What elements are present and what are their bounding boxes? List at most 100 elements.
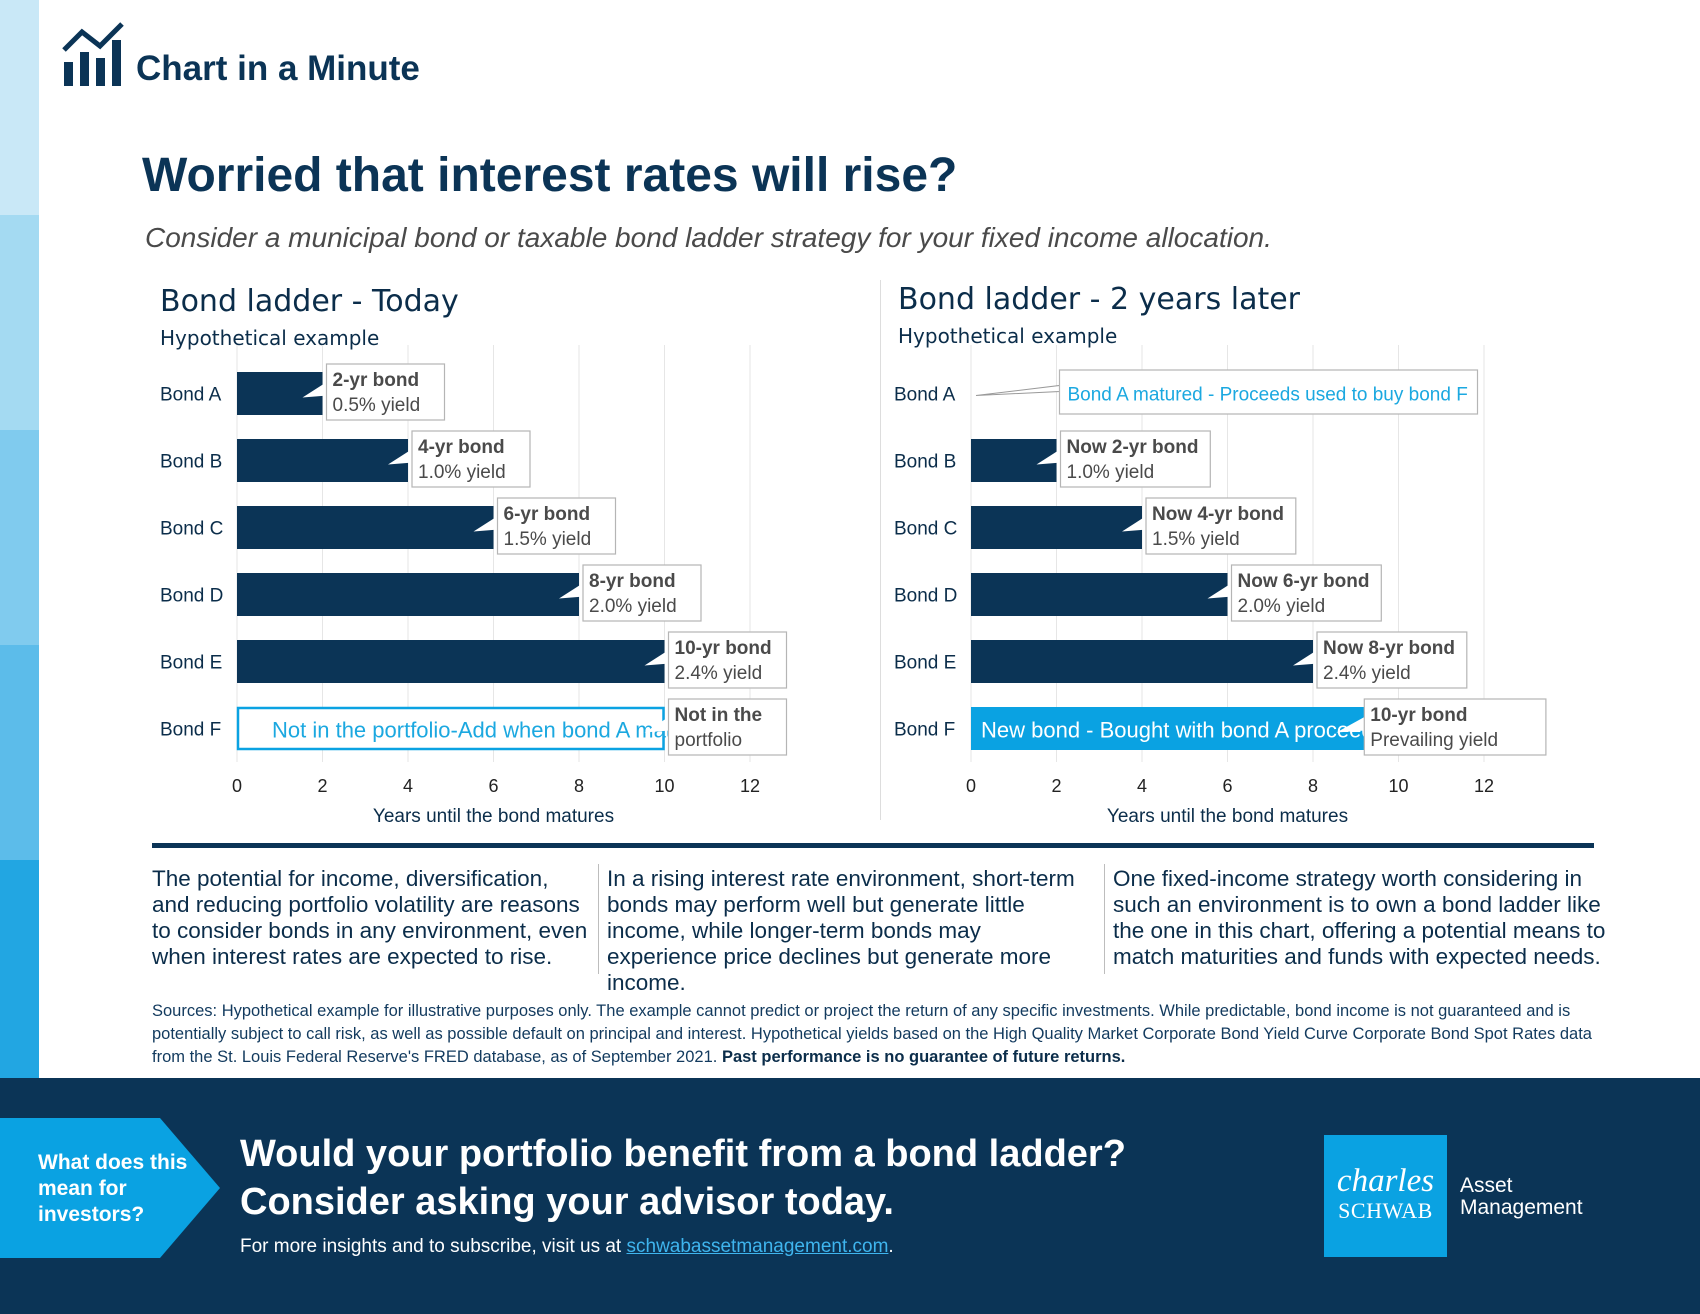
sources-disclaimer: Past performance is no guarantee of futu… bbox=[721, 1048, 1126, 1066]
category-label-bond-a: Bond A bbox=[160, 385, 222, 406]
subscribe-suffix: . bbox=[888, 1236, 894, 1257]
asset-management-label: Asset Management bbox=[1460, 1175, 1583, 1219]
bar-bond-b bbox=[237, 439, 408, 482]
x-tick-label: 8 bbox=[1308, 776, 1318, 796]
sources-note: Sources: Hypothetical example for illust… bbox=[152, 1000, 1602, 1069]
x-tick-label: 2 bbox=[1051, 776, 1061, 796]
x-tick-label: 10 bbox=[654, 776, 674, 796]
category-label-bond-d: Bond D bbox=[160, 586, 223, 607]
callout-pointer bbox=[1336, 716, 1366, 733]
website-link[interactable]: schwabassetmanagement.com bbox=[626, 1236, 889, 1257]
callout-pointer bbox=[1207, 582, 1233, 599]
callout-box bbox=[1059, 430, 1211, 488]
callout-yield: 1.5% yield bbox=[504, 529, 592, 550]
arrow-tab bbox=[0, 1118, 220, 1258]
chart-divider bbox=[880, 280, 881, 820]
decorative-stripe-1 bbox=[0, 0, 39, 215]
logo-charles: charles bbox=[1336, 1163, 1435, 1199]
page-subtitle: Consider a municipal bond or taxable bon… bbox=[145, 222, 1272, 253]
category-label-bond-a: Bond A bbox=[894, 385, 956, 406]
bar-bond-f bbox=[236, 706, 665, 751]
brand-name: Chart in a Minute bbox=[136, 49, 420, 88]
callout-title: 8-yr bond bbox=[589, 571, 676, 592]
callout-title: 6-yr bond bbox=[504, 504, 591, 525]
category-label-bond-e: Bond E bbox=[160, 653, 222, 674]
x-tick-label: 0 bbox=[966, 776, 976, 796]
logo-asset-text: Asset bbox=[1460, 1174, 1513, 1197]
sources-text: Sources: Hypothetical example for illust… bbox=[152, 1002, 1592, 1066]
category-label-bond-c: Bond C bbox=[894, 519, 957, 540]
bar-bond-d bbox=[971, 573, 1228, 616]
callout-pointer bbox=[644, 716, 670, 733]
category-label-bond-f: Bond F bbox=[160, 720, 221, 741]
callout-box bbox=[1363, 698, 1547, 756]
bar-bond-a bbox=[237, 372, 323, 415]
callout-pointer bbox=[559, 582, 584, 599]
callout-pointer bbox=[302, 381, 328, 398]
x-tick-label: 2 bbox=[317, 776, 327, 796]
callout-yield: 1.5% yield bbox=[1152, 529, 1240, 550]
decorative-stripe-5 bbox=[0, 860, 39, 1078]
decorative-stripe-3 bbox=[0, 430, 39, 645]
bond-ladder-2-years-later-chart: 0 2 4 6 8 10 12 Years until the bond matures Bon… bbox=[894, 345, 1547, 827]
logo-schwab: SCHWAB bbox=[1338, 1198, 1433, 1223]
callout-box bbox=[1316, 631, 1468, 689]
category-label-bond-b: Bond B bbox=[894, 452, 956, 473]
x-tick-label: 4 bbox=[403, 776, 413, 796]
column-separator-2 bbox=[1104, 864, 1105, 974]
category-label-bond-d: Bond D bbox=[894, 586, 957, 607]
callout-box bbox=[667, 698, 788, 756]
callout-pointer bbox=[1293, 649, 1318, 666]
callout-title: 2-yr bond bbox=[333, 370, 420, 391]
x-tick-label: 4 bbox=[1137, 776, 1147, 796]
callout-yield: 2.0% yield bbox=[1238, 596, 1326, 617]
takeaway-column-2: In a rising interest rate environment, s… bbox=[607, 866, 1075, 995]
takeaway-column-3: One fixed-income strategy worth consider… bbox=[1113, 866, 1606, 969]
bar-bond-c bbox=[971, 506, 1142, 549]
page-title: Worried that interest rates will rise? bbox=[142, 149, 958, 202]
subscribe-line: For more insights and to subscribe, visi… bbox=[240, 1236, 894, 1258]
callout-box bbox=[325, 363, 446, 421]
callout-title: Now 8-yr bond bbox=[1323, 638, 1455, 659]
call-to-action: Would your portfolio benefit from a bond… bbox=[240, 1133, 1126, 1223]
callout-pointer bbox=[388, 448, 413, 465]
callout-box bbox=[1230, 564, 1382, 622]
callout-pointer bbox=[1036, 448, 1062, 465]
callout-title: 4-yr bond bbox=[418, 437, 505, 458]
x-tick-label: 12 bbox=[740, 776, 760, 796]
bar-text: New bond - Bought with bond A proceeds bbox=[981, 718, 1385, 743]
callout-box bbox=[667, 631, 788, 689]
callout-pointer bbox=[644, 649, 670, 666]
callout-yield: 2.0% yield bbox=[589, 596, 677, 617]
callout-yield: 2.4% yield bbox=[1323, 663, 1411, 684]
x-tick-label: 6 bbox=[488, 776, 498, 796]
x-tick-label: 6 bbox=[1222, 776, 1232, 796]
x-axis-title: Years until the bond matures bbox=[1107, 806, 1348, 827]
callout-yield: 1.0% yield bbox=[1067, 462, 1155, 483]
x-tick-label: 0 bbox=[232, 776, 242, 796]
callout-title: Now 2-yr bond bbox=[1067, 437, 1199, 458]
bar-bond-f bbox=[971, 707, 1399, 750]
callout-yield: portfolio bbox=[675, 730, 743, 751]
callout-title: 10-yr bond bbox=[675, 638, 772, 659]
bar-bond-c bbox=[237, 506, 494, 549]
callout-box bbox=[582, 564, 702, 622]
callout-pointer bbox=[975, 384, 1060, 396]
x-tick-label: 12 bbox=[1474, 776, 1494, 796]
logo-management-text: Management bbox=[1460, 1196, 1583, 1219]
category-label-bond-c: Bond C bbox=[160, 519, 223, 540]
charles-schwab-logo: charles SCHWAB bbox=[1324, 1135, 1447, 1257]
callout-pointer bbox=[473, 515, 499, 532]
callout-title: Not in the bbox=[675, 705, 763, 726]
category-label-bond-e: Bond E bbox=[894, 653, 956, 674]
takeaway-column-1: The potential for income, diversificatio… bbox=[152, 866, 588, 969]
section-divider bbox=[152, 843, 1594, 848]
bar-bond-b bbox=[971, 439, 1057, 482]
callout-title: Now 4-yr bond bbox=[1152, 504, 1284, 525]
bar-bond-d bbox=[237, 573, 579, 616]
column-separator-1 bbox=[598, 864, 599, 974]
bar-bond-e bbox=[237, 640, 665, 683]
decorative-stripe-4 bbox=[0, 645, 39, 860]
callout-yield: 0.5% yield bbox=[333, 395, 421, 416]
footer-tab-label: What does this mean for investors? bbox=[38, 1151, 188, 1226]
